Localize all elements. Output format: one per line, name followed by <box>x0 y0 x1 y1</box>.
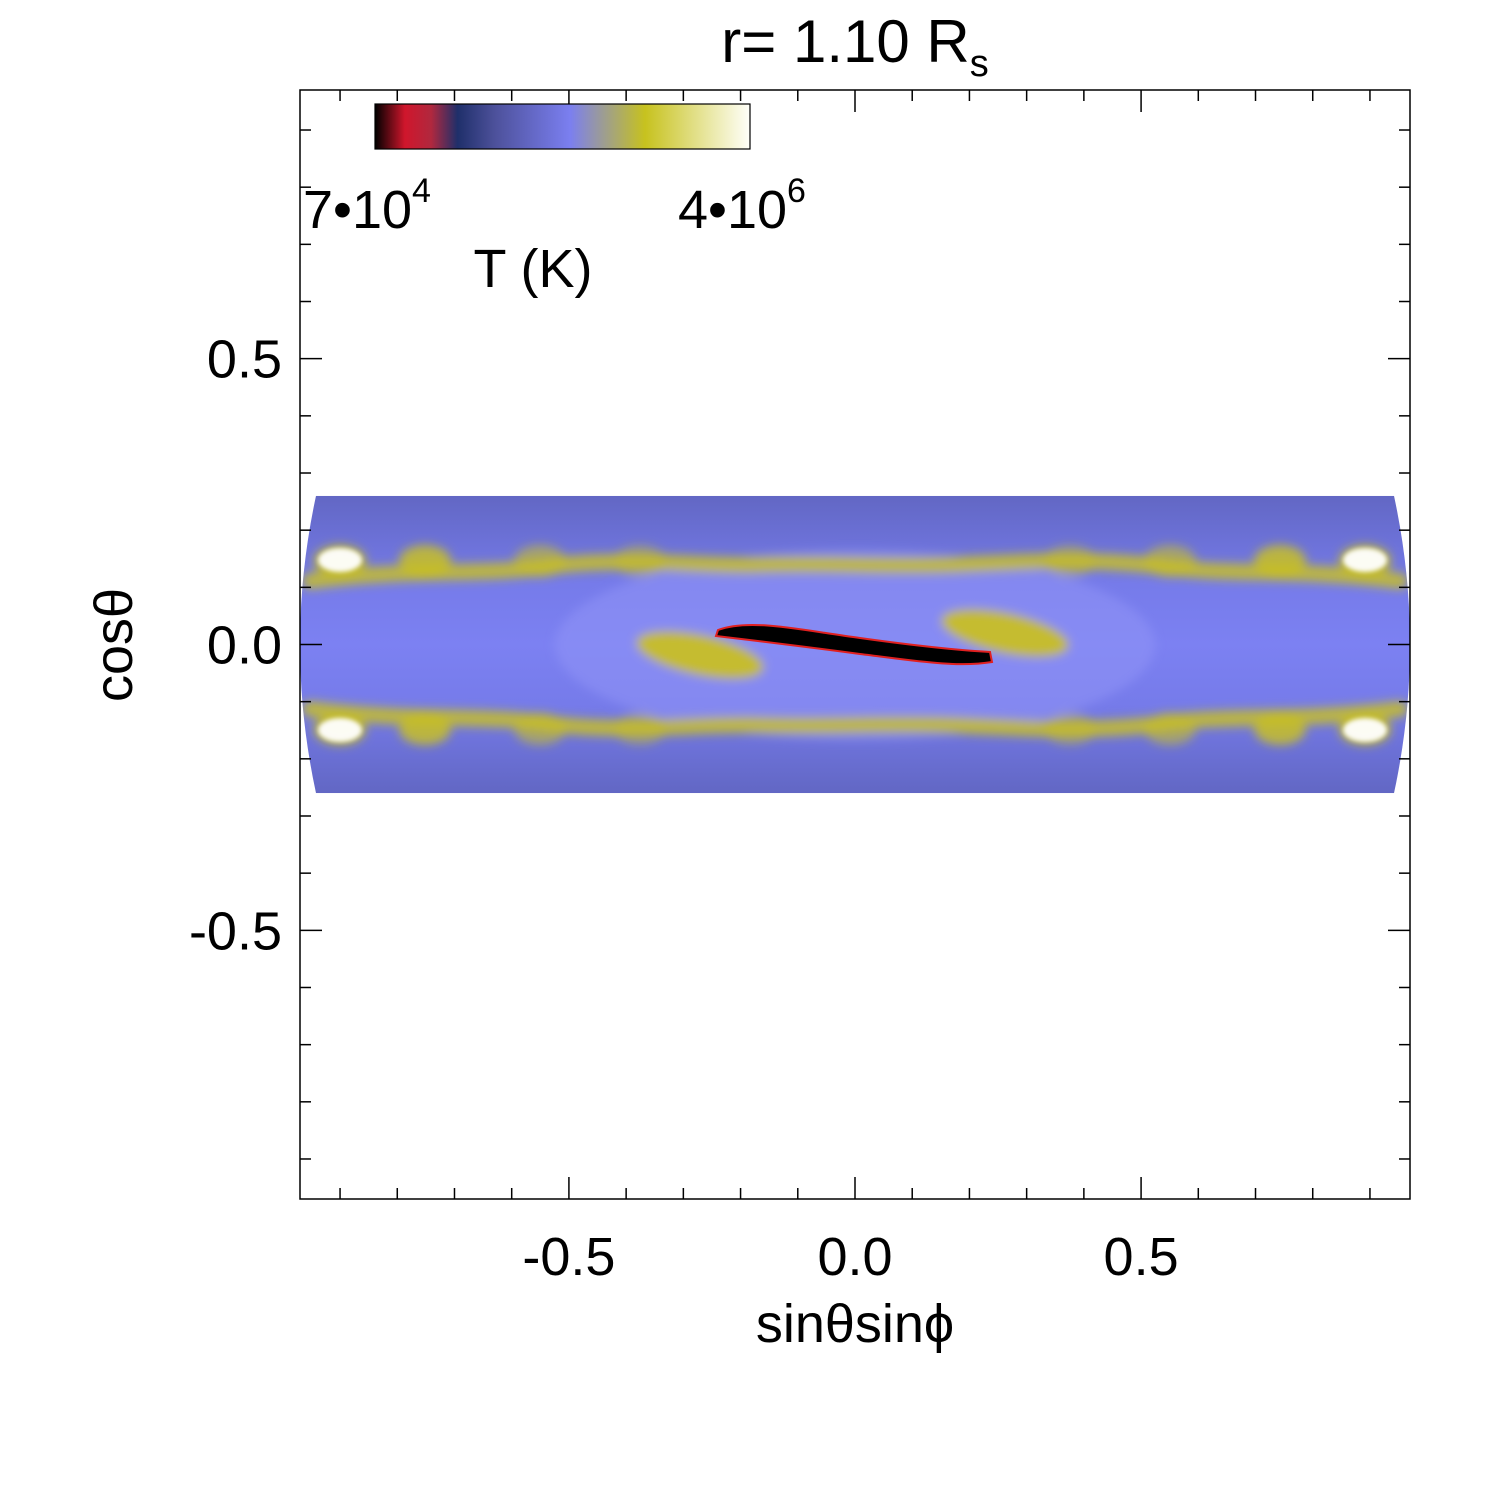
hot-blob <box>1254 713 1306 745</box>
y-axis-label: cosθ <box>84 588 144 702</box>
chart-title-subscript: s <box>970 43 989 85</box>
chart-title-main: r= 1.10 R <box>721 8 969 75</box>
colorbar: 7•104 4•106 T (K) <box>303 103 806 299</box>
hot-blob <box>1254 545 1306 577</box>
hot-lobe <box>636 631 764 679</box>
hot-blob <box>1044 713 1096 745</box>
temperature-field <box>300 495 1410 794</box>
x-tick-labels: -0.5 0.0 0.5 <box>522 1227 1178 1287</box>
hot-blob <box>1144 545 1196 577</box>
x-tick-label: -0.5 <box>522 1227 615 1287</box>
hot-blob <box>399 545 451 577</box>
cold-filament-shape <box>714 623 994 666</box>
hottest-plasma-features <box>318 548 1387 742</box>
hot-blob <box>614 713 666 745</box>
y-tick-label: -0.5 <box>189 901 282 961</box>
x-tick-label: 0.5 <box>1104 1227 1179 1287</box>
hottest-spot <box>318 718 362 742</box>
x-tick-label: 0.0 <box>817 1227 892 1287</box>
colorbar-gradient <box>374 103 751 150</box>
hot-blob <box>614 545 666 577</box>
chart-title: r= 1.10 Rs <box>721 8 988 85</box>
y-tick-label: 0.5 <box>207 330 282 390</box>
hot-blob <box>399 713 451 745</box>
y-tick-labels: 0.5 0.0 -0.5 <box>189 330 282 962</box>
hot-blob <box>1144 713 1196 745</box>
hot-blob <box>1044 545 1096 577</box>
hot-blob <box>514 713 566 745</box>
y-tick-label: 0.0 <box>207 616 282 676</box>
cold-filament <box>714 623 994 666</box>
hot-lobe <box>941 609 1069 657</box>
colorbar-min-label: 7•104 <box>303 172 431 240</box>
x-axis-label: sinθsinϕ <box>756 1294 954 1354</box>
axis-ticks <box>300 90 1410 1199</box>
hottest-spot <box>1343 718 1387 742</box>
hottest-spot <box>318 548 362 572</box>
colorbar-max-label: 4•106 <box>678 172 806 240</box>
hot-blob <box>514 545 566 577</box>
hottest-spot <box>1343 548 1387 572</box>
colorbar-title: T (K) <box>474 239 593 299</box>
